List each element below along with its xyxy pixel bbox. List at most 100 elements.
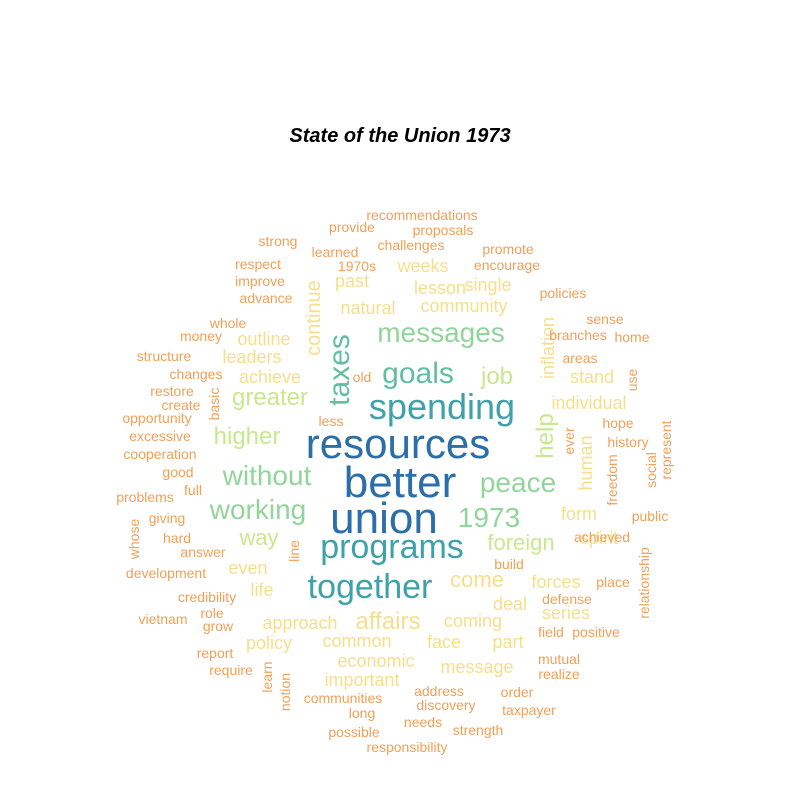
chart-title: State of the Union 1973 <box>289 125 511 147</box>
cloud-word: individual <box>551 393 627 413</box>
cloud-word: answer <box>180 544 226 560</box>
cloud-word: community <box>420 296 508 316</box>
cloud-word: needs <box>403 714 443 730</box>
cloud-word: weeks <box>397 256 449 276</box>
cloud-word: leaders <box>222 347 282 367</box>
cloud-word: structure <box>136 348 192 364</box>
cloud-word: proposals <box>412 222 474 238</box>
cloud-word: full <box>184 482 202 498</box>
cloud-word: learn <box>259 661 275 693</box>
cloud-word: role <box>200 605 224 621</box>
cloud-word: defense <box>542 591 592 607</box>
cloud-word: spending <box>368 386 516 427</box>
cloud-word: less <box>318 413 344 429</box>
cloud-word: branches <box>549 327 607 343</box>
cloud-word: advance <box>239 290 293 306</box>
cloud-word: address <box>414 683 464 699</box>
cloud-word: approach <box>262 613 338 633</box>
cloud-word: possible <box>328 724 380 740</box>
cloud-word: strong <box>258 233 298 249</box>
cloud-word: way <box>239 525 279 550</box>
cloud-word: strength <box>452 722 504 738</box>
cloud-word: relationship <box>636 547 652 619</box>
cloud-word: taxes <box>323 334 356 406</box>
cloud-word: peace <box>479 467 557 498</box>
cloud-word: policy <box>245 633 293 653</box>
cloud-word: field <box>538 624 564 640</box>
cloud-word: job <box>480 363 514 390</box>
cloud-word: help <box>532 413 559 459</box>
cloud-word: order <box>500 684 534 700</box>
cloud-word: important <box>324 670 400 690</box>
cloud-word: public <box>631 508 669 524</box>
cloud-word: coming <box>443 611 503 631</box>
cloud-word: credibility <box>177 589 237 605</box>
cloud-word: face <box>426 632 462 652</box>
cloud-word: hope <box>602 415 634 431</box>
cloud-word: spirit <box>579 528 619 548</box>
cloud-word: outline <box>237 329 291 349</box>
cloud-word: provide <box>329 219 375 235</box>
cloud-word: forces <box>531 572 581 592</box>
cloud-word: achieve <box>238 367 302 387</box>
cloud-word: life <box>250 580 274 600</box>
cloud-word: policies <box>539 285 587 301</box>
cloud-word: deal <box>492 594 528 614</box>
cloud-word: message <box>440 657 514 677</box>
cloud-word: create <box>161 397 201 413</box>
cloud-word: greater <box>231 384 309 411</box>
cloud-word: human <box>576 435 596 491</box>
cloud-word: areas <box>562 350 598 366</box>
cloud-word: natural <box>340 298 396 318</box>
cloud-word: economic <box>337 651 415 671</box>
cloud-word: 1973 <box>457 502 521 533</box>
cloud-word: lesson <box>413 278 467 298</box>
cloud-word: stand <box>569 367 615 387</box>
cloud-word: positive <box>572 624 620 640</box>
cloud-word: good <box>162 464 194 480</box>
cloud-word: excessive <box>129 428 191 444</box>
cloud-word: resources <box>305 420 491 467</box>
cloud-word: ever <box>561 427 577 455</box>
cloud-word: sense <box>586 311 624 327</box>
cloud-word: affairs <box>355 608 421 635</box>
cloud-word: taxpayer <box>502 702 556 718</box>
cloud-word: improve <box>235 273 285 289</box>
cloud-word: report <box>196 645 234 661</box>
cloud-word: old <box>352 369 372 385</box>
cloud-word: learned <box>311 244 359 260</box>
cloud-word: place <box>596 574 630 590</box>
cloud-word: mutual <box>537 651 581 667</box>
cloud-word: messages <box>377 317 505 348</box>
cloud-word: discovery <box>416 697 476 713</box>
cloud-word: home <box>614 329 650 345</box>
cloud-word: represent <box>658 420 674 480</box>
cloud-word: past <box>334 271 370 291</box>
cloud-word: long <box>348 705 376 721</box>
cloud-word: union <box>330 494 438 543</box>
cloud-word: recommendations <box>366 207 478 223</box>
cloud-word: respect <box>235 256 281 272</box>
cloud-word: series <box>541 603 591 623</box>
cloud-word: 1970s <box>337 258 377 274</box>
cloud-word: opportunity <box>122 410 192 426</box>
cloud-word: basic <box>206 387 222 421</box>
cloud-word: problems <box>116 489 174 505</box>
cloud-word: even <box>228 558 268 578</box>
cloud-word: require <box>209 662 253 678</box>
cloud-word: social <box>643 452 659 488</box>
cloud-word: encourage <box>473 257 541 273</box>
cloud-word: realize <box>538 666 580 682</box>
cloud-word: achieved <box>573 529 631 545</box>
cloud-word: communities <box>303 690 383 706</box>
cloud-word: together <box>307 568 433 606</box>
cloud-word: part <box>492 632 524 652</box>
cloud-word: programs <box>320 528 464 566</box>
cloud-word: form <box>561 504 597 524</box>
cloud-word: come <box>450 567 504 592</box>
cloud-word: challenges <box>377 237 445 253</box>
cloud-word: whole <box>209 315 247 331</box>
cloud-word: restore <box>150 383 194 399</box>
cloud-word: continue <box>303 280 325 356</box>
